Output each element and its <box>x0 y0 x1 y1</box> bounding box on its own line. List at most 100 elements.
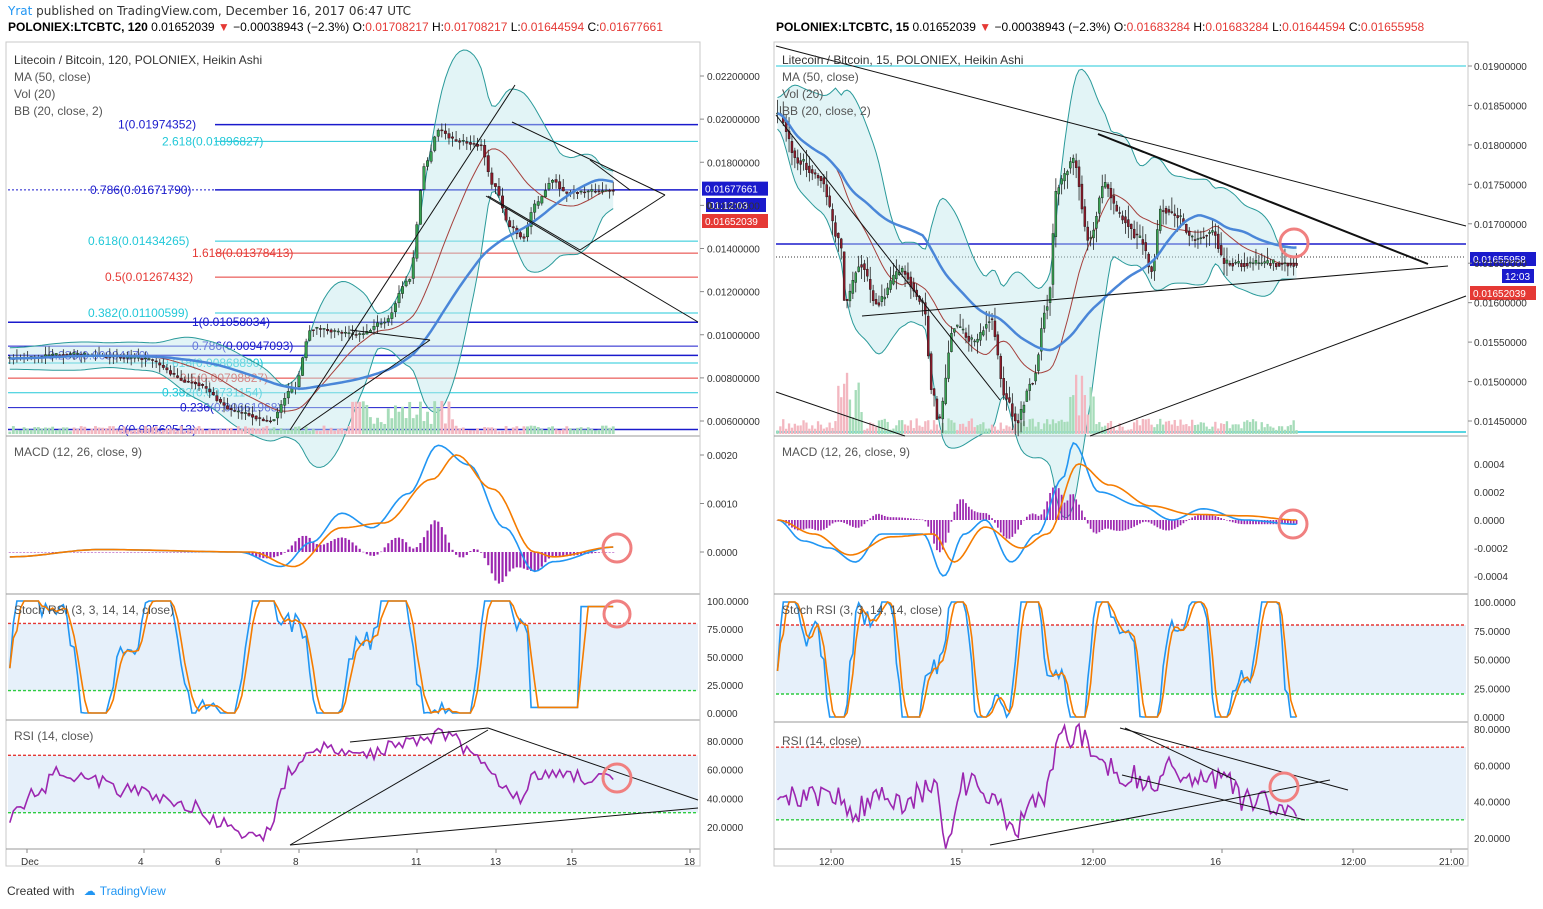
volume-bar <box>33 427 37 434</box>
volume-bar <box>19 430 22 434</box>
candle-body <box>543 190 547 198</box>
volume-bar <box>950 420 953 434</box>
created-with-text: Created with <box>7 884 75 898</box>
volume-bar <box>126 429 130 434</box>
macd-histogram-bar <box>394 537 397 552</box>
right-symbol[interactable]: POLONIEX:LTCBTC, 15 <box>776 20 910 34</box>
volume-bar <box>608 427 612 434</box>
macd-histogram-bar <box>126 552 129 553</box>
right-indicator-vol: Vol (20) <box>782 87 823 101</box>
volume-bar <box>29 429 33 434</box>
candle-body <box>993 320 997 337</box>
macd-histogram-bar <box>290 545 293 552</box>
candle-body <box>1159 208 1162 231</box>
macd-histogram-bar <box>387 543 390 552</box>
candle-body <box>1199 237 1203 239</box>
rsi-trend-line <box>989 779 1331 846</box>
candle-body <box>336 330 340 333</box>
left-stoch-tick-label: 0.0000 <box>707 709 738 720</box>
bollinger-basis-line <box>777 112 1297 374</box>
volume-bar <box>76 428 80 434</box>
macd-histogram-bar <box>915 519 918 520</box>
macd-histogram-bar <box>1115 520 1118 531</box>
right-countdown-tag: 12:03 <box>1505 272 1530 283</box>
volume-bar <box>834 421 837 434</box>
macd-histogram-bar <box>462 552 465 558</box>
candle-body <box>254 415 258 420</box>
macd-histogram-bar <box>1284 520 1286 525</box>
candle-body <box>1222 257 1226 264</box>
macd-histogram-bar <box>886 516 889 520</box>
volume-bar <box>854 390 857 434</box>
left-price-pane[interactable]: 1(0.01974352)2.618(0.01896827)0.786(0.01… <box>8 49 768 468</box>
macd-histogram-bar <box>828 520 831 526</box>
macd-histogram-bar <box>1211 515 1214 520</box>
macd-histogram-bar <box>962 499 964 520</box>
macd-histogram-bar <box>590 552 593 554</box>
candle-body <box>1231 263 1234 267</box>
right-macd-pane[interactable] <box>776 441 1309 577</box>
left-symbol[interactable]: POLONIEX:LTCBTC, 120 <box>8 20 148 34</box>
macd-histogram-bar <box>258 552 261 558</box>
volume-bar <box>526 426 529 434</box>
macd-histogram-bar <box>869 518 872 520</box>
macd-histogram-bar <box>872 515 875 520</box>
volume-bar <box>961 423 965 434</box>
right-price-tick-label: 0.01550000 <box>1474 338 1527 349</box>
left-stoch-pane[interactable] <box>8 599 698 715</box>
macd-histogram-bar <box>889 517 892 520</box>
trend-line <box>299 339 431 431</box>
volume-bar <box>944 430 947 434</box>
candle-body <box>215 395 219 401</box>
candle-body <box>1045 306 1049 311</box>
macd-histogram-bar <box>1156 520 1159 528</box>
volume-bar <box>176 430 180 434</box>
volume-bar <box>776 430 779 434</box>
right-rsi-label: RSI (14, close) <box>782 734 861 748</box>
volume-bar <box>1002 428 1005 434</box>
volume-bar <box>1112 427 1116 434</box>
macd-histogram-bar <box>985 513 988 520</box>
volume-bar <box>433 401 437 434</box>
right-rsi-pane[interactable] <box>776 722 1466 849</box>
volume-bar <box>956 429 959 434</box>
right-price-pane[interactable]: 0.01655958 12:03 0.01652039 <box>775 45 1536 519</box>
macd-histogram-bar <box>515 552 518 568</box>
macd-histogram-bar <box>1188 519 1191 520</box>
candle-body <box>411 257 415 279</box>
volume-bar <box>447 401 451 434</box>
volume-bar <box>993 426 997 434</box>
candle-body <box>1196 238 1200 240</box>
volume-bar <box>1080 375 1084 434</box>
candle-body <box>796 157 799 164</box>
candle-body <box>343 332 347 334</box>
candle-body <box>903 270 907 275</box>
macd-histogram-bar <box>433 520 436 552</box>
trend-line <box>775 45 1467 227</box>
volume-bar <box>958 424 962 434</box>
right-stoch-pane[interactable] <box>776 600 1466 719</box>
volume-bar <box>1008 426 1011 434</box>
macd-histogram-bar <box>33 552 36 553</box>
macd-histogram-bar <box>791 520 793 528</box>
candle-body <box>122 357 126 359</box>
right-rsi-tick-label: 40.0000 <box>1474 798 1511 809</box>
macd-histogram-bar <box>530 552 533 571</box>
left-chart[interactable]: 1(0.01974352)2.618(0.01896827)0.786(0.01… <box>5 41 768 868</box>
candle-body <box>1161 210 1165 212</box>
highlight-circle <box>602 599 632 629</box>
macd-histogram-bar <box>130 552 133 553</box>
volume-bar <box>90 428 94 434</box>
candle-body <box>1251 262 1255 265</box>
author-link[interactable]: Yrat <box>8 4 33 18</box>
left-rsi-pane[interactable] <box>8 727 699 846</box>
candle-body <box>1147 253 1150 268</box>
macd-histogram-bar <box>933 520 935 544</box>
tradingview-brand-link[interactable]: TradingView <box>99 884 166 898</box>
macd-histogram-bar <box>1127 520 1130 530</box>
highlight-circle <box>1268 771 1300 803</box>
right-close-price-tag: 0.01652039 <box>1473 289 1526 300</box>
left-macd-pane[interactable] <box>8 444 633 584</box>
